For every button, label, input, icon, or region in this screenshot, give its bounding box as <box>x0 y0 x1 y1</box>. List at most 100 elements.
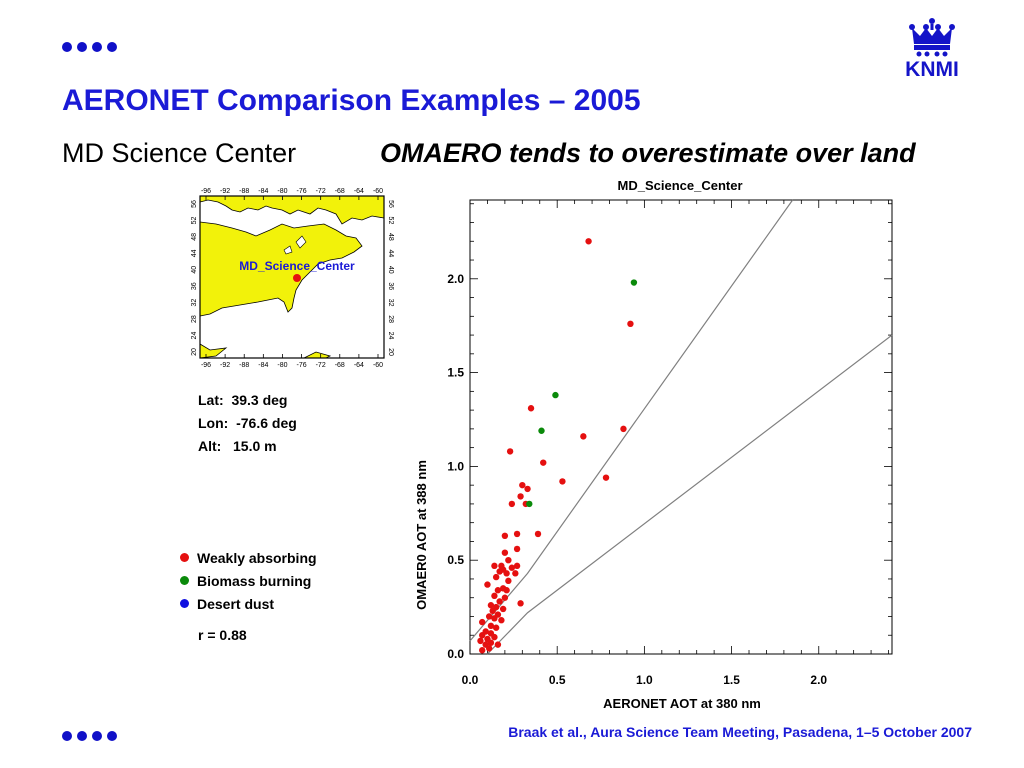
y-tick-label: 0.0 <box>447 647 464 661</box>
data-point <box>538 427 545 434</box>
data-point <box>485 645 493 652</box>
data-point <box>485 613 493 620</box>
legend-label: Weakly absorbing <box>197 549 317 566</box>
map-lon-tick-label: -64 <box>354 362 364 369</box>
bullet-dots-bottom <box>62 731 117 741</box>
map-lon-tick-label: -68 <box>335 362 345 369</box>
data-point <box>487 639 495 646</box>
plot-frame <box>469 199 893 655</box>
map-lon-tick-label: -88 <box>239 188 249 195</box>
map-lat-tick-label: 32 <box>387 299 394 307</box>
map-lat-tick-label: 28 <box>387 315 394 323</box>
data-point <box>505 577 512 585</box>
site-location-map: -96 -92 -88 -84 -80 -76 -72 -68 -64 -60 -96 -92 -88… <box>191 188 394 369</box>
data-point <box>494 641 502 648</box>
data-point <box>501 532 509 540</box>
map-lat-tick-label: 24 <box>191 332 198 340</box>
data-point <box>519 481 526 489</box>
legend-dot-green <box>180 576 189 585</box>
map-lon-tick-label: -64 <box>354 188 364 195</box>
legend-item-weakly-absorbing: Weakly absorbing <box>180 546 317 569</box>
data-point <box>513 530 521 538</box>
data-point <box>484 581 491 588</box>
x-tick-label: 1.0 <box>636 673 653 687</box>
data-point <box>527 405 535 412</box>
map-lon-tick-label: -96 <box>201 362 211 369</box>
scatter-chart: MD_Science_Center 0.0 0.5 1.0 1.5 2.0 0.0 0.5 1… <box>414 178 893 711</box>
x-tick-label: 1.5 <box>723 673 740 687</box>
data-point <box>513 545 521 553</box>
map-lon-tick-label: -96 <box>201 188 211 195</box>
data-point <box>627 320 634 328</box>
data-point <box>620 425 627 433</box>
data-point <box>479 632 486 639</box>
data-point <box>501 594 509 601</box>
slide-headline: OMAERO tends to overestimate over land <box>380 138 916 168</box>
y-tick-label: 0.5 <box>447 553 464 567</box>
data-point <box>534 530 542 538</box>
map-lat-tick-label: 32 <box>191 299 198 307</box>
y-tick-label: 2.0 <box>447 272 464 286</box>
map-lon-tick-label: -76 <box>296 188 306 195</box>
map-lat-tick-label: 36 <box>191 282 198 290</box>
land-mass <box>199 195 385 317</box>
legend-label: Biomass burning <box>197 572 312 589</box>
x-tick-label: 0.0 <box>462 673 479 687</box>
y-axis-label: OMAER0 AOT at 388 nm <box>414 460 429 610</box>
map-lat-tick-label: 48 <box>387 233 394 241</box>
data-point <box>491 615 498 622</box>
legend-item-desert-dust: Desert dust <box>180 592 317 615</box>
logo-text: KNMI <box>905 58 959 80</box>
map-lat-tick-label: 24 <box>387 332 394 340</box>
slide-subtitle: MD Science Center <box>62 138 297 168</box>
map-lon-tick-label: -84 <box>258 188 268 195</box>
map-lat-tick-label: 44 <box>191 249 198 257</box>
legend-label: Desert dust <box>197 595 275 612</box>
map-lat-tick-label: 56 <box>191 200 198 208</box>
data-point <box>505 556 512 564</box>
site-marker <box>293 274 301 282</box>
y-tick-label: 1.0 <box>447 459 464 473</box>
map-lon-tick-label: -72 <box>316 362 326 369</box>
x-tick-label: 0.5 <box>549 673 566 687</box>
map-lat-tick-label: 28 <box>191 315 198 323</box>
legend: Weakly absorbing Biomass burning Desert … <box>180 546 317 615</box>
data-point <box>552 391 559 399</box>
map-lon-tick-label: -72 <box>316 188 326 195</box>
map-lon-tick-label: -92 <box>220 362 230 369</box>
map-lon-tick-label: -80 <box>277 362 287 369</box>
chart-title: MD_Science_Center <box>618 178 743 193</box>
map-lat-tick-label: 36 <box>387 282 394 290</box>
map-lon-tick-label: -92 <box>220 188 230 195</box>
data-point <box>491 633 498 641</box>
data-point <box>630 279 638 286</box>
data-point <box>524 485 531 493</box>
data-point <box>491 592 498 600</box>
legend-dot-red <box>180 553 189 562</box>
site-latitude: Lat: 39.3 deg <box>198 392 288 408</box>
map-lon-tick-label: -84 <box>258 362 268 369</box>
map-lon-tick-label: -68 <box>335 188 345 195</box>
data-point <box>503 570 510 577</box>
data-point <box>489 607 496 615</box>
map-lat-tick-label: 20 <box>387 348 394 356</box>
data-point <box>494 587 502 594</box>
reference-line-1 <box>469 199 794 642</box>
map-lat-tick-label: 44 <box>387 249 394 257</box>
data-point <box>506 448 514 455</box>
reference-line-2 <box>487 334 893 655</box>
map-lat-tick-label: 40 <box>191 266 198 274</box>
legend-dot-blue <box>180 599 189 608</box>
data-point <box>580 433 587 440</box>
data-point <box>517 493 524 500</box>
data-point <box>501 549 509 556</box>
map-lon-tick-label: -76 <box>296 362 306 369</box>
map-lat-tick-label: 56 <box>387 200 394 208</box>
data-point <box>479 618 486 626</box>
map-lat-tick-label: 20 <box>191 348 198 356</box>
data-point <box>496 568 503 575</box>
data-point <box>559 478 566 485</box>
data-point <box>492 573 500 581</box>
data-point <box>513 562 521 570</box>
data-point <box>512 570 519 577</box>
